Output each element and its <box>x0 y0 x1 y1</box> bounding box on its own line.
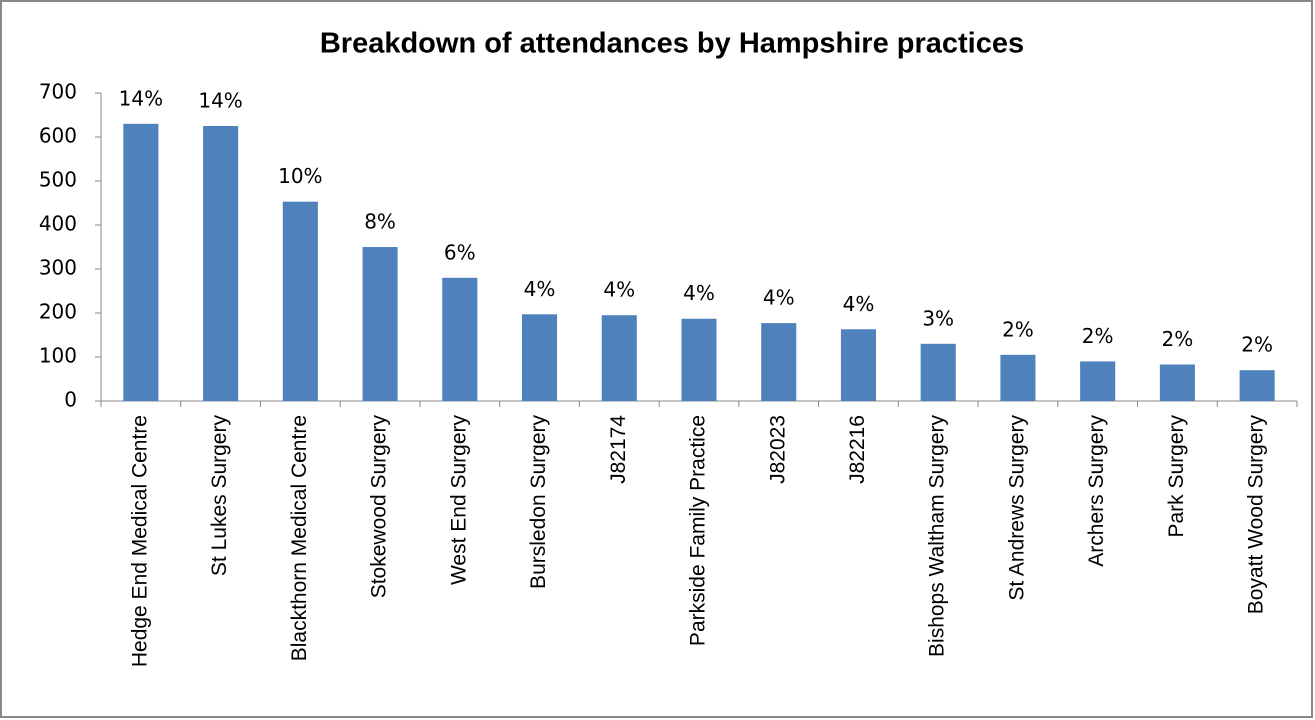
y-tick-label: 700 <box>39 80 77 104</box>
x-tick-label: Archers Surgery <box>1085 415 1108 567</box>
x-tick-label: Boyatt Wood Surgery <box>1245 415 1268 615</box>
share-label: 4% <box>603 278 635 302</box>
y-tick-label: 0 <box>64 388 77 412</box>
bar <box>362 247 398 401</box>
bar <box>601 315 637 401</box>
bar <box>123 123 159 402</box>
share-label: 14% <box>198 89 242 113</box>
y-tick-label: 400 <box>39 212 77 236</box>
x-tick-label: Hedge End Medical Centre <box>128 415 151 667</box>
share-label: 4% <box>524 277 556 301</box>
x-tick-label: J82216 <box>846 415 869 484</box>
share-label: 8% <box>364 210 396 234</box>
x-tick-label: J82174 <box>607 415 630 484</box>
share-label: 2% <box>1162 327 1194 351</box>
bar <box>840 329 877 401</box>
y-tick-label: 600 <box>39 124 77 148</box>
y-tick-label: 200 <box>39 300 77 324</box>
x-tick-label: West End Surgery <box>447 415 470 586</box>
share-label: 2% <box>1082 324 1114 348</box>
bar <box>203 126 239 401</box>
x-tick-label: Stokewood Surgery <box>368 415 391 599</box>
share-label: 3% <box>922 306 954 330</box>
bar <box>1159 364 1195 401</box>
share-label: 2% <box>1002 317 1034 341</box>
chart-title: Breakdown of attendances by Hampshire pr… <box>320 28 1024 60</box>
y-tick-label: 100 <box>39 344 77 368</box>
x-tick-label: Bursledon Surgery <box>527 415 550 589</box>
x-tick-label: Parkside Family Practice <box>687 415 710 646</box>
bar <box>1000 354 1036 401</box>
bar <box>282 201 318 401</box>
share-label: 6% <box>444 240 476 264</box>
share-label: 10% <box>278 164 322 188</box>
y-tick-label: 500 <box>39 168 77 192</box>
x-tick-label: Blackthorn Medical Centre <box>288 415 311 661</box>
bar <box>521 314 558 401</box>
x-tick-label: J82023 <box>766 415 789 484</box>
share-label: 2% <box>1241 333 1273 357</box>
bar <box>1239 370 1275 401</box>
bar <box>681 318 717 401</box>
bar <box>1080 361 1116 401</box>
bar <box>442 277 478 401</box>
share-label: 4% <box>843 292 875 316</box>
share-label: 14% <box>119 86 163 110</box>
x-tick-label: St Andrews Surgery <box>1005 415 1028 601</box>
x-tick-label: St Lukes Surgery <box>208 415 231 577</box>
y-tick-label: 300 <box>39 256 77 280</box>
bar <box>761 323 797 401</box>
share-label: 4% <box>763 286 795 310</box>
x-tick-label: Park Surgery <box>1165 415 1188 538</box>
x-tick-label: Bishops Waltham Surgery <box>926 415 949 657</box>
bar <box>920 343 956 401</box>
share-label: 4% <box>683 281 715 305</box>
